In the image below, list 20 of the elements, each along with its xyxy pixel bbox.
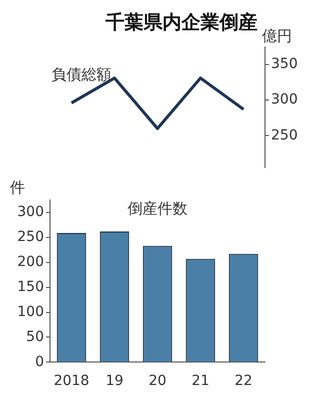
x-tick-label: 2018: [54, 373, 90, 390]
y-tick-label: 50: [26, 328, 44, 345]
x-tick-label: 19: [106, 373, 124, 390]
y-tick-label: 250: [271, 127, 298, 144]
y-tick-label: 150: [17, 278, 44, 295]
series-label: 負債総額: [52, 65, 112, 84]
y-tick-label: 350: [271, 56, 298, 72]
y-tick-label: 300: [271, 92, 298, 108]
x-tick-label: 21: [192, 373, 210, 390]
y-tick-label: 250: [17, 229, 44, 246]
y-tick-label: 200: [17, 254, 44, 270]
y-tick-label: 0: [35, 354, 44, 370]
y-tick-label: 100: [17, 304, 44, 320]
y-axis-title: 億円: [262, 27, 292, 46]
chart-title: 千葉県内企業倒産: [104, 11, 258, 34]
x-tick-label: 22: [234, 373, 252, 390]
y-axis-title: 件: [10, 178, 25, 196]
x-tick-label: 20: [148, 373, 166, 390]
y-tick-label: 300: [17, 204, 44, 220]
chart-title: 倒産件数: [128, 199, 188, 218]
